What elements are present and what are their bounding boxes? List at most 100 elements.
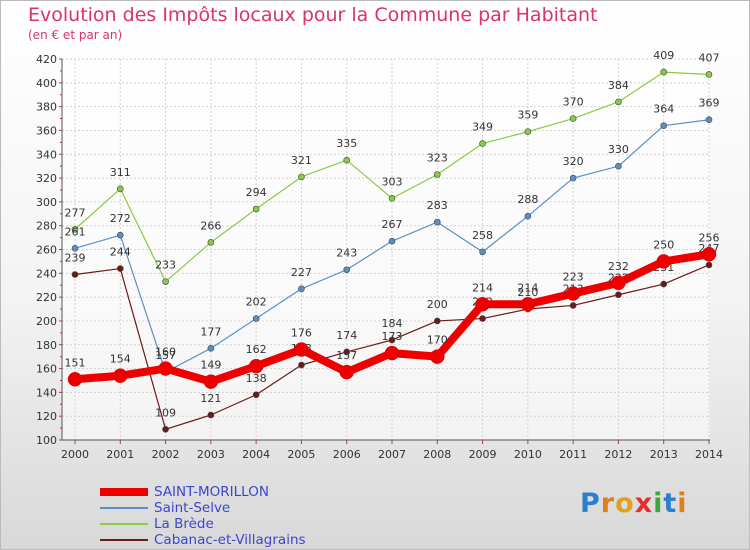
x-tick-label: 2014 — [695, 448, 723, 461]
x-tick-label: 2005 — [287, 448, 315, 461]
series-la-br-de: 277 311 233 266 294 321 335 303 323 349 359 370 384 4… — [65, 49, 720, 285]
data-label: 157 — [155, 349, 176, 362]
data-point — [298, 173, 305, 181]
data-point — [113, 368, 128, 383]
data-point — [71, 271, 79, 278]
data-label: 151 — [65, 356, 86, 369]
data-point — [569, 115, 577, 122]
data-point — [615, 98, 622, 106]
data-point — [116, 265, 124, 272]
data-label: 364 — [653, 103, 674, 116]
data-point — [569, 302, 577, 309]
data-point — [71, 245, 79, 252]
x-tick-label: 2004 — [242, 448, 270, 461]
y-tick-label: 300 — [36, 196, 57, 209]
data-label: 121 — [200, 392, 221, 405]
y-tick-label: 200 — [36, 315, 57, 328]
data-point — [343, 348, 351, 356]
data-label: 311 — [110, 166, 131, 179]
data-point — [479, 248, 486, 256]
data-point — [162, 425, 169, 433]
x-tick-label: 2010 — [514, 448, 542, 461]
logo-letter: x — [634, 488, 654, 519]
data-label: 184 — [382, 317, 403, 330]
data-point — [433, 218, 441, 226]
legend-swatch — [100, 488, 148, 496]
logo-letter: i — [653, 488, 664, 519]
data-label: 200 — [427, 298, 448, 311]
x-tick-label: 2008 — [423, 448, 451, 461]
x-tick-label: 2007 — [378, 448, 406, 461]
data-point — [433, 171, 441, 178]
data-point — [339, 364, 354, 380]
data-point — [158, 361, 173, 376]
data-label: 258 — [472, 229, 493, 242]
data-point — [248, 358, 264, 374]
legend-label: La Brède — [154, 516, 214, 532]
data-label: 303 — [382, 175, 403, 188]
data-label: 277 — [65, 206, 86, 219]
data-label: 170 — [427, 334, 448, 347]
data-point — [569, 174, 577, 182]
data-point — [615, 291, 622, 299]
data-label: 321 — [291, 154, 312, 167]
x-tick-label: 2009 — [469, 448, 497, 461]
x-tick-label: 2000 — [61, 448, 89, 461]
data-label: 244 — [110, 246, 131, 259]
legend-label: Cabanac-et-Villagrains — [154, 532, 306, 548]
data-point — [388, 195, 396, 202]
data-point — [343, 156, 351, 164]
data-label: 283 — [427, 199, 448, 212]
data-label: 210 — [517, 286, 538, 299]
logo-letter: o — [615, 488, 635, 519]
y-tick-label: 160 — [36, 363, 57, 376]
data-point — [116, 231, 124, 239]
data-point — [705, 261, 713, 269]
data-label: 384 — [608, 79, 629, 92]
y-tick-label: 100 — [36, 434, 57, 447]
legend-label: Saint-Selve — [154, 500, 231, 516]
y-tick-label: 260 — [36, 244, 57, 257]
data-label: 173 — [382, 330, 403, 343]
data-point — [252, 315, 260, 322]
data-point — [298, 361, 305, 369]
data-label: 174 — [336, 329, 357, 342]
data-label: 320 — [563, 155, 584, 168]
data-label: 330 — [608, 143, 629, 156]
y-tick-label: 420 — [36, 53, 57, 66]
data-point — [660, 122, 668, 129]
data-point — [116, 185, 124, 193]
data-label: 288 — [517, 193, 538, 206]
x-tick-label: 2002 — [152, 448, 180, 461]
data-point — [615, 162, 622, 170]
data-point — [565, 286, 581, 301]
data-point — [203, 374, 219, 389]
legend-swatch — [100, 523, 148, 525]
data-label: 233 — [155, 259, 176, 272]
x-tick-label: 2001 — [106, 448, 134, 461]
data-point — [433, 317, 441, 325]
data-label: 272 — [110, 212, 131, 225]
data-point — [67, 372, 83, 387]
data-point — [430, 349, 445, 364]
data-label: 323 — [427, 151, 448, 164]
series-saint-selve: 261 272 157 177 202 227 243 267 283 258 288 320 330 3… — [65, 97, 720, 376]
data-point — [252, 205, 260, 213]
legend-swatch — [100, 507, 148, 509]
data-point — [660, 68, 668, 76]
data-label: 370 — [563, 96, 584, 109]
data-label: 409 — [653, 49, 674, 62]
y-tick-label: 400 — [36, 77, 57, 90]
x-tick-label: 2003 — [197, 448, 225, 461]
data-point — [475, 297, 490, 312]
data-label: 256 — [699, 231, 720, 244]
data-label: 349 — [472, 121, 493, 134]
proxiti-logo: Proxiti — [580, 488, 688, 519]
data-point — [701, 247, 717, 262]
data-point — [162, 278, 169, 285]
data-label: 261 — [65, 225, 86, 238]
data-point — [705, 116, 713, 124]
y-tick-label: 140 — [36, 386, 57, 399]
data-point — [207, 411, 215, 419]
